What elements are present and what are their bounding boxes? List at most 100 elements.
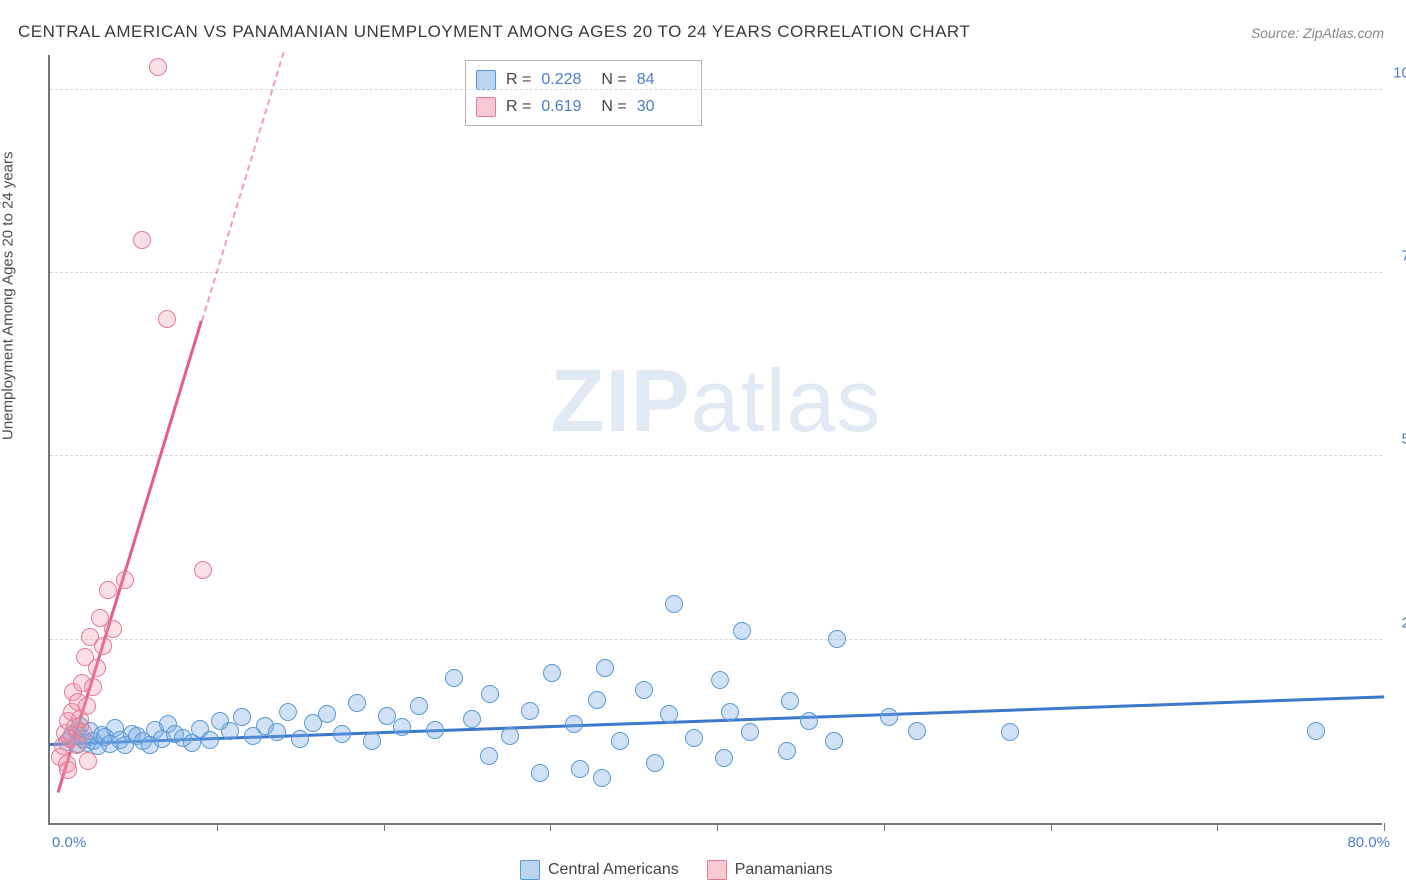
scatter-point (194, 561, 212, 579)
x-tick (550, 823, 551, 831)
x-tick (1217, 823, 1218, 831)
scatter-point (733, 622, 751, 640)
scatter-point (531, 764, 549, 782)
stats-n-value-2: 30 (637, 93, 687, 120)
scatter-point (611, 732, 629, 750)
x-tick (1051, 823, 1052, 831)
scatter-point (233, 708, 251, 726)
scatter-point (291, 730, 309, 748)
x-tick (1384, 823, 1385, 831)
scatter-point (410, 697, 428, 715)
scatter-point (221, 722, 239, 740)
x-tick (717, 823, 718, 831)
scatter-point (665, 595, 683, 613)
scatter-point (635, 681, 653, 699)
plot-area: ZIPatlas R = 0.228 N = 84 R = 0.619 N = … (48, 55, 1382, 825)
scatter-point (333, 725, 351, 743)
scatter-point (116, 571, 134, 589)
scatter-point (908, 722, 926, 740)
scatter-point (201, 731, 219, 749)
swatch-pink-icon (476, 97, 496, 117)
scatter-point (588, 691, 606, 709)
y-tick-label: 100.0% (1393, 64, 1406, 81)
scatter-point (646, 754, 664, 772)
scatter-point (84, 678, 102, 696)
y-gridline (50, 89, 1382, 90)
y-gridline (50, 639, 1382, 640)
scatter-point (501, 727, 519, 745)
scatter-point (565, 715, 583, 733)
scatter-point (59, 761, 77, 779)
scatter-point (363, 732, 381, 750)
scatter-point (828, 630, 846, 648)
y-tick-label: 50.0% (1401, 431, 1406, 448)
legend-label-1: Central Americans (548, 861, 679, 879)
scatter-point (715, 749, 733, 767)
scatter-point (279, 703, 297, 721)
scatter-point (481, 685, 499, 703)
scatter-point (521, 702, 539, 720)
scatter-point (825, 732, 843, 750)
scatter-point (711, 671, 729, 689)
scatter-point (149, 58, 167, 76)
y-gridline (50, 272, 1382, 273)
scatter-point (445, 669, 463, 687)
scatter-point (79, 752, 97, 770)
scatter-point (348, 694, 366, 712)
y-axis-label: Unemployment Among Ages 20 to 24 years (0, 151, 17, 440)
x-tick (884, 823, 885, 831)
scatter-point (133, 231, 151, 249)
swatch-blue-icon (476, 70, 496, 90)
source-attribution: Source: ZipAtlas.com (1251, 25, 1384, 41)
legend-label-2: Panamanians (735, 861, 833, 879)
stats-box: R = 0.228 N = 84 R = 0.619 N = 30 (465, 60, 702, 126)
watermark-rest: atlas (691, 351, 882, 450)
scatter-point (741, 723, 759, 741)
scatter-point (104, 620, 122, 638)
scatter-point (318, 705, 336, 723)
legend-item-1: Central Americans (520, 860, 679, 880)
scatter-point (880, 708, 898, 726)
stats-r-value-2: 0.619 (541, 93, 591, 120)
scatter-point (543, 664, 561, 682)
x-tick-origin: 0.0% (52, 834, 86, 851)
scatter-point (778, 742, 796, 760)
legend-swatch-blue-icon (520, 860, 540, 880)
y-tick-label: 25.0% (1401, 614, 1406, 631)
stats-r-label: R = (506, 93, 531, 120)
legend-swatch-pink-icon (707, 860, 727, 880)
trend-line (201, 52, 285, 321)
scatter-point (685, 729, 703, 747)
scatter-point (596, 659, 614, 677)
scatter-point (781, 692, 799, 710)
x-tick (217, 823, 218, 831)
scatter-point (268, 723, 286, 741)
scatter-point (393, 718, 411, 736)
scatter-point (94, 637, 112, 655)
scatter-point (99, 581, 117, 599)
scatter-point (1001, 723, 1019, 741)
scatter-point (78, 697, 96, 715)
scatter-point (158, 310, 176, 328)
stats-n-label: N = (601, 93, 626, 120)
watermark: ZIPatlas (551, 350, 882, 452)
scatter-point (1307, 722, 1325, 740)
scatter-point (721, 703, 739, 721)
scatter-point (571, 760, 589, 778)
scatter-point (74, 723, 92, 741)
chart-title: CENTRAL AMERICAN VS PANAMANIAN UNEMPLOYM… (18, 22, 970, 42)
watermark-bold: ZIP (551, 351, 691, 450)
scatter-point (463, 710, 481, 728)
stats-row-series2: R = 0.619 N = 30 (476, 93, 687, 120)
scatter-point (426, 721, 444, 739)
scatter-point (593, 769, 611, 787)
x-tick (384, 823, 385, 831)
scatter-point (800, 712, 818, 730)
y-gridline (50, 455, 1382, 456)
legend-item-2: Panamanians (707, 860, 833, 880)
scatter-point (660, 705, 678, 723)
x-tick-max: 80.0% (1347, 834, 1390, 851)
scatter-point (480, 747, 498, 765)
legend: Central Americans Panamanians (520, 860, 833, 880)
y-tick-label: 75.0% (1401, 248, 1406, 265)
